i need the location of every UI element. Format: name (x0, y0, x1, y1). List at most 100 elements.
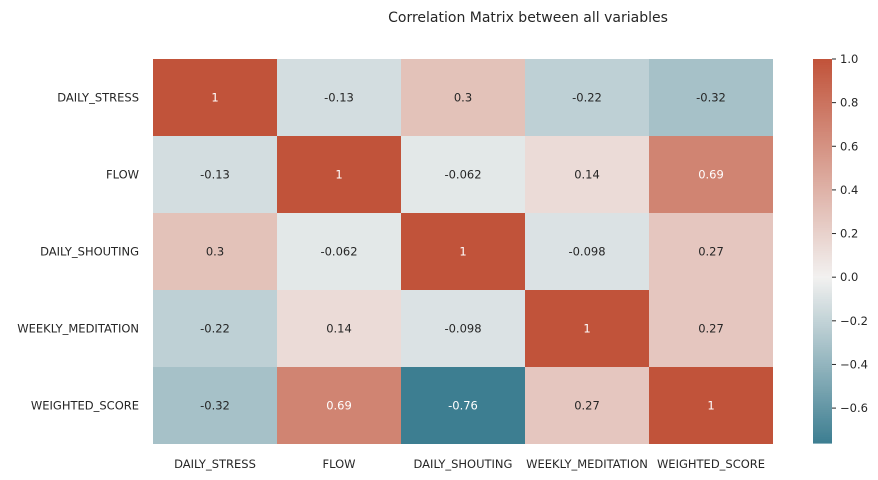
column-label-weighted-score: WEIGHTED_SCORE (657, 457, 765, 471)
colorbar-segment (813, 389, 832, 392)
colorbar-segment (813, 375, 832, 379)
colorbar-segment (813, 393, 832, 396)
colorbar-segment (813, 197, 832, 200)
colorbar-segment (813, 373, 832, 377)
colorbar-segment (813, 358, 832, 362)
cell-value-weighted-score-flow: 0.69 (326, 399, 352, 413)
colorbar-segment (813, 222, 832, 225)
colorbar-segment (813, 304, 832, 308)
colorbar-segment (813, 379, 832, 383)
colorbar-segment (813, 220, 832, 223)
colorbar-segment (813, 97, 832, 100)
cell-daily-shouting-weighted-score (649, 213, 773, 290)
colorbar-segment (813, 368, 832, 371)
colorbar-segment (813, 314, 832, 317)
colorbar-segment (813, 383, 832, 386)
colorbar-segment (813, 414, 832, 417)
colorbar-segment (813, 325, 832, 329)
colorbar-segment (813, 429, 832, 433)
row-labels: DAILY_STRESS FLOW DAILY_SHOUTING WEEKLY_MED… (17, 91, 139, 413)
colorbar-segment (813, 133, 832, 137)
row-label-daily-shouting: DAILY_SHOUTING (40, 245, 139, 259)
cell-value-flow-daily-stress: -0.13 (200, 168, 230, 182)
colorbar-segment (813, 427, 832, 431)
cell-weekly-meditation-flow (277, 290, 401, 367)
colorbar-segment (813, 147, 832, 150)
colorbar-segment (813, 105, 832, 108)
colorbar-segment (813, 107, 832, 110)
colorbar-segment (813, 64, 832, 68)
colorbar-segment (813, 89, 832, 93)
column-label-weekly-meditation: WEEKLY_MEDITATION (526, 457, 648, 471)
colorbar-segment (813, 343, 832, 346)
colorbar-segment (813, 224, 832, 227)
cell-weighted-score-weekly-meditation (525, 367, 649, 444)
colorbar-segment (813, 193, 832, 196)
colorbar-segment (813, 418, 832, 421)
colorbar-segment (813, 124, 832, 127)
colorbar-segment (813, 396, 832, 400)
colorbar-segment (813, 59, 832, 62)
colorbar-segment (813, 130, 832, 133)
colorbar-segment (813, 251, 832, 254)
colorbar-segment (813, 439, 832, 442)
colorbar-segment (813, 297, 832, 300)
colorbar-segment (813, 249, 832, 252)
colorbar-segment (813, 364, 832, 367)
colorbar-segment (813, 289, 832, 292)
colorbar-segment (813, 406, 832, 410)
colorbar-segment (813, 279, 832, 283)
cell-value-flow-daily-shouting: -0.062 (444, 168, 481, 182)
colorbar-segment (813, 139, 832, 143)
colorbar-segment (813, 337, 832, 340)
colorbar-segment (813, 85, 832, 89)
colorbar-segment (813, 254, 832, 258)
colorbar-tick-label: −0.4 (840, 357, 868, 371)
colorbar-segment (813, 178, 832, 181)
cell-flow-weighted-score (649, 136, 773, 213)
cell-weekly-meditation-weighted-score (649, 290, 773, 367)
colorbar-segment (813, 354, 832, 358)
colorbar-segment (813, 419, 832, 423)
colorbar-segment (813, 408, 832, 411)
colorbar-segment (813, 93, 832, 97)
colorbar-segment (813, 243, 832, 246)
cell-daily-shouting-daily-shouting (401, 213, 525, 290)
colorbar-segment (813, 256, 832, 260)
cell-value-weighted-score-weighted-score: 1 (707, 399, 714, 413)
colorbar-segment (813, 122, 832, 125)
colorbar-segment (813, 145, 832, 148)
cell-value-daily-shouting-weekly-meditation: -0.098 (568, 245, 605, 259)
cell-weekly-meditation-daily-shouting (401, 290, 525, 367)
colorbar-segment (813, 203, 832, 206)
colorbar-segment (813, 87, 832, 91)
column-label-daily-shouting: DAILY_SHOUTING (414, 457, 513, 471)
cell-value-flow-weekly-meditation: 0.14 (574, 168, 600, 182)
cell-value-weekly-meditation-weekly-meditation: 1 (583, 322, 590, 336)
colorbar-segment (813, 149, 832, 152)
colorbar: −0.6 −0.4 −0.2 0.0 0.2 0.4 0.6 0.8 1.0 (813, 52, 868, 444)
cell-value-daily-shouting-weighted-score: 0.27 (698, 245, 724, 259)
colorbar-segment (813, 281, 832, 285)
cell-value-daily-stress-daily-stress: 1 (211, 91, 218, 105)
colorbar-segment (813, 306, 832, 310)
colorbar-segment (813, 158, 832, 162)
colorbar-segment (813, 247, 832, 250)
colorbar-segment (813, 287, 832, 290)
colorbar-segment (813, 241, 832, 244)
colorbar-segment (813, 120, 832, 123)
colorbar-segment (813, 137, 832, 141)
colorbar-segment (813, 181, 832, 185)
row-label-daily-stress: DAILY_STRESS (57, 91, 139, 105)
colorbar-segment (813, 153, 832, 156)
column-label-flow: FLOW (322, 457, 355, 471)
colorbar-segment (813, 270, 832, 273)
colorbar-segment (813, 435, 832, 438)
colorbar-tick-label: 0.4 (840, 183, 858, 197)
colorbar-segment (813, 206, 832, 210)
colorbar-segment (813, 362, 832, 365)
colorbar-segment (813, 99, 832, 102)
colorbar-segment (813, 316, 832, 319)
colorbar-segment (813, 277, 832, 281)
